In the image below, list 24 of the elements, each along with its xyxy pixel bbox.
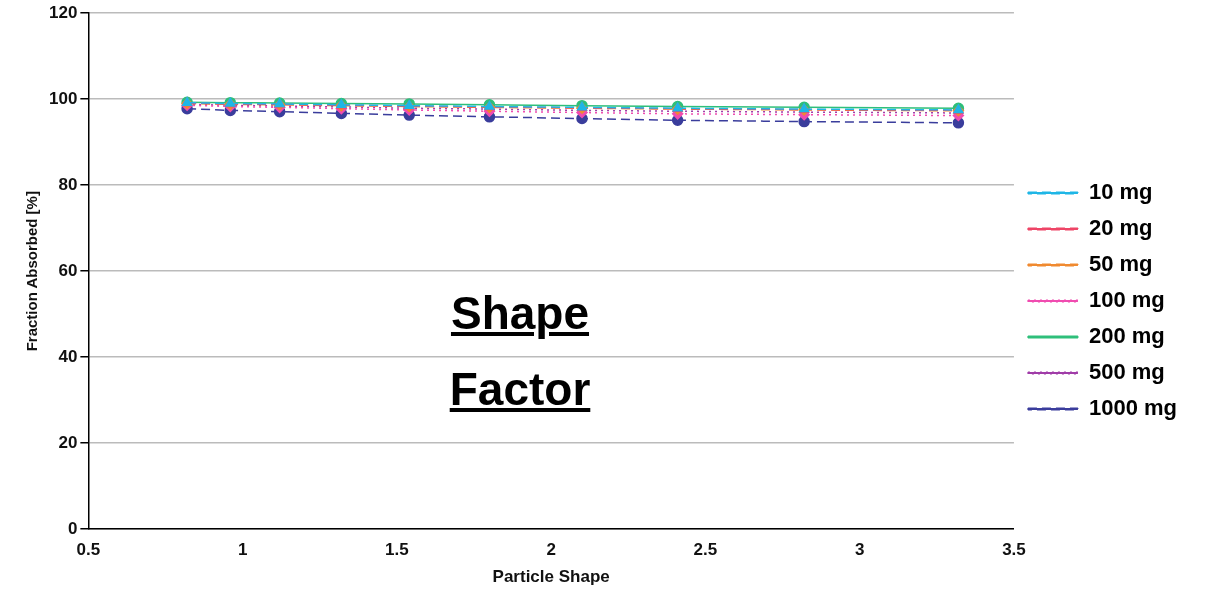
y-tick-label: 60 <box>58 260 78 280</box>
legend-label: 20 mg <box>1088 215 1153 241</box>
legend-label: 500 mg <box>1088 359 1165 385</box>
y-tick-label: 100 <box>48 88 78 108</box>
x-tick-label: 3 <box>854 540 865 560</box>
legend-label: 1000 mg <box>1088 395 1178 421</box>
legend-label: 200 mg <box>1088 323 1165 349</box>
x-tick-label: 1.5 <box>385 540 409 560</box>
y-tick-label: 80 <box>58 174 78 194</box>
legend-label: 100 mg <box>1088 287 1165 313</box>
y-tick-label: 20 <box>58 432 78 452</box>
x-tick-label: 3.5 <box>1002 540 1026 560</box>
x-tick-label: 0.5 <box>76 540 101 560</box>
y-tick-label: 40 <box>58 346 78 366</box>
y-tick-label: 120 <box>48 2 78 22</box>
x-tick-label: 2 <box>546 540 556 560</box>
x-tick-label: 1 <box>237 540 248 560</box>
legend-label: 10 mg <box>1088 179 1153 205</box>
legend-label: 50 mg <box>1088 251 1153 277</box>
y-tick-label: 0 <box>67 518 78 538</box>
annotation: Shape Factor <box>448 286 592 417</box>
y-axis-title: Fraction Absorbed [%] <box>23 191 41 352</box>
x-axis-title: Particle Shape <box>492 567 610 587</box>
x-tick-label: 2.5 <box>693 540 718 560</box>
